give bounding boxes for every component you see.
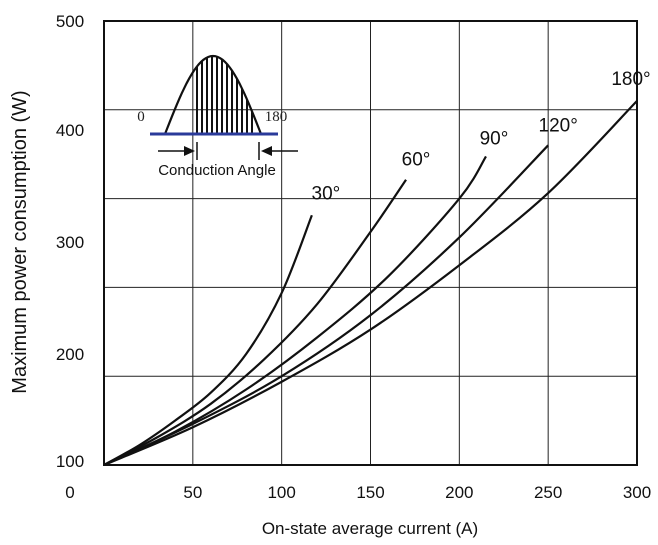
plot-frame	[103, 20, 638, 466]
series-label: 120°	[539, 115, 578, 136]
y-tick-label: 400	[56, 121, 84, 140]
series-label: 30°	[312, 183, 341, 204]
inset-caption: Conduction Angle	[158, 162, 276, 179]
x-tick-label: 0	[65, 483, 74, 502]
x-tick-label: 50	[183, 483, 202, 502]
inset-right-label: 180	[265, 109, 288, 125]
inset-right-arrow-head	[261, 146, 272, 156]
y-tick-label: 500	[56, 12, 84, 31]
y-tick-label: 300	[56, 233, 84, 252]
x-tick-label: 300	[623, 483, 651, 502]
y-axis-label: Maximum power consumption (W)	[9, 90, 31, 393]
y-tick-label: 200	[56, 345, 84, 364]
series-line	[103, 144, 549, 466]
x-tick-label: 150	[356, 483, 384, 502]
inset-hatching	[196, 56, 253, 134]
series-line	[103, 100, 638, 467]
y-tick-label: 100	[56, 452, 84, 471]
grid	[104, 21, 637, 465]
inset-sine-wave	[163, 54, 263, 135]
conduction-angle-inset: 0 180 Conduction Angle	[137, 54, 298, 179]
series-label: 60°	[402, 150, 431, 171]
y-tick-labels: 100 200 300 400 500	[56, 12, 84, 471]
x-tick-label: 200	[445, 483, 473, 502]
x-tick-label: 100	[267, 483, 295, 502]
series-label: 180°	[611, 69, 650, 90]
series-lines	[103, 100, 638, 467]
x-tick-labels: 0 50 100 150 200 250 300	[65, 483, 651, 502]
x-tick-label: 250	[534, 483, 562, 502]
series-line	[103, 155, 487, 466]
inset-left-arrow-head	[184, 146, 195, 156]
series-labels: 30° 60° 90° 120° 180°	[312, 69, 651, 204]
x-axis-label: On-state average current (A)	[262, 519, 478, 538]
inset-left-label: 0	[137, 109, 145, 125]
series-line	[103, 214, 313, 466]
series-line	[103, 179, 407, 466]
series-label: 90°	[480, 128, 509, 149]
